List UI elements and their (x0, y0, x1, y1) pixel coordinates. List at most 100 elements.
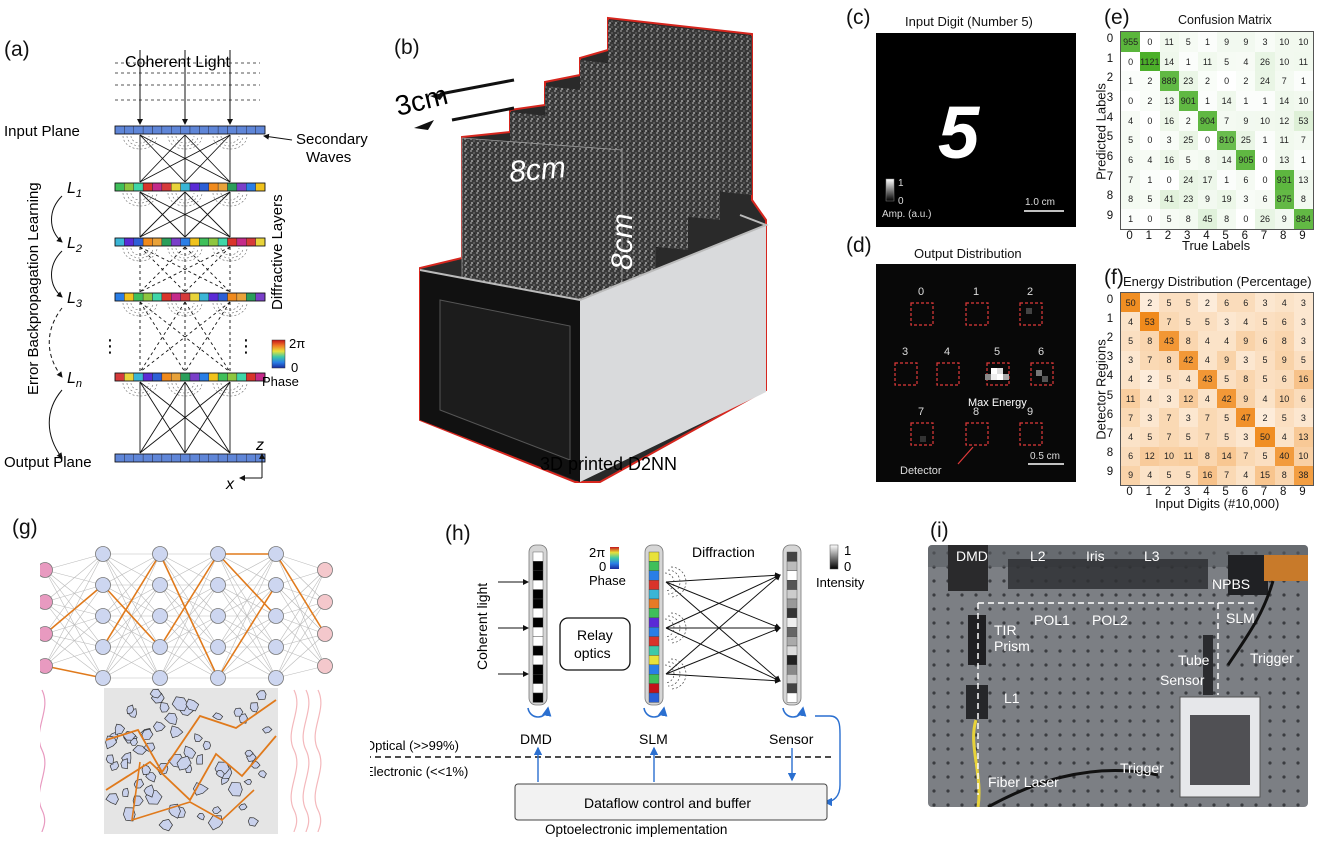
ellipsis-right: ⋮ (237, 336, 255, 356)
heatmap-cell: 25 (1178, 130, 1198, 151)
heatmap-cell: 0 (1121, 91, 1141, 111)
panel-a-diagram: Coherent Light Input Plane Output Plane … (0, 40, 380, 493)
y-tick-label: 3 (1106, 91, 1114, 104)
network-neuron (268, 546, 284, 562)
heatmap-cell: 1 (1255, 91, 1275, 111)
y-tick-label: 9 (1106, 466, 1114, 479)
phase-bottom-h: 0 (599, 559, 606, 574)
amplitude-scale-bar (886, 179, 894, 201)
network-neuron (37, 626, 53, 642)
scatterer (257, 770, 267, 779)
layer-pixel (142, 453, 153, 463)
heatmap-cell: 0 (1140, 209, 1160, 229)
heatmap-cell: 4 (1140, 389, 1160, 409)
heatmap-cell: 2 (1197, 71, 1218, 92)
network-neuron (268, 608, 284, 624)
network-neuron (95, 670, 111, 686)
setup-label: NPBS (1212, 576, 1250, 592)
heatmap-cell: 23 (1178, 71, 1198, 92)
input-digit-glyph: 5 (938, 91, 981, 174)
diffraction-ray (139, 191, 186, 238)
diffraction-ray (139, 381, 186, 454)
heatmap-cell: 9 (1121, 465, 1141, 485)
layer-pixel (246, 237, 256, 247)
heatmap-cell: 1 (1197, 91, 1218, 111)
scatterer (176, 755, 192, 771)
scatterer (249, 702, 259, 713)
amp-scale-top: 1 (898, 178, 904, 189)
max-energy-label: Max Energy (968, 397, 1027, 409)
x-tick-label: 2 (1164, 486, 1172, 498)
network-neuron (152, 639, 168, 655)
scatterer (233, 707, 244, 717)
energy-distribution-grid: 50 2 5 5 2 6 6 3 4 3 4 53 7 5 5 3 4 5 6 3 5 8 43 8 4 4 9 6 8 3 3 7 8 42 4 9… (1120, 292, 1314, 486)
heatmap-cell: 6 (1217, 293, 1237, 313)
network-neuron (152, 670, 168, 686)
heatmap-cell: 875 (1274, 189, 1294, 210)
heatmap-cell: 3 (1293, 331, 1313, 351)
layer-pixel (114, 125, 125, 135)
layer-pixel (255, 237, 266, 247)
detector-number: 3 (902, 346, 908, 358)
scatterer (126, 704, 135, 715)
heatmap-cell: 5 (1140, 189, 1160, 210)
heatmap-cell: 12 (1178, 389, 1198, 409)
y-tick-label: 6 (1106, 151, 1114, 164)
layer-pixel (133, 372, 144, 382)
layer-pixel (152, 453, 163, 463)
d2nn-photo-illustration: 3cm 8cm 8cm 3D printed D2NN (392, 16, 769, 483)
energy-pixel (1042, 376, 1048, 382)
layer-pixel (255, 292, 266, 302)
heatmap-cell: 2 (1255, 408, 1275, 428)
energy-pixel (1036, 370, 1042, 376)
heatmap-cell: 4 (1121, 312, 1141, 332)
layer-pixel (189, 182, 200, 192)
layer-pixel (208, 182, 219, 192)
x-tick-label: 9 (1299, 230, 1306, 242)
ellipsis-left: ⋮ (101, 336, 119, 356)
amp-scale-bottom: 0 (898, 196, 904, 207)
heatmap-cell: 4 (1197, 389, 1217, 409)
relay-optics-box (559, 617, 631, 671)
heatmap-cell: 50 (1121, 293, 1141, 313)
energy-pixel (997, 368, 1003, 374)
heatmap-cell: 15 (1255, 465, 1275, 485)
layer-pixel (114, 292, 125, 302)
panel-b-caption: 3D printed D2NN (540, 454, 677, 474)
layer-pixel (227, 292, 238, 302)
heatmap-cell: 6 (1274, 312, 1294, 332)
scatterer (105, 754, 114, 765)
scatterer (152, 721, 166, 732)
heatmap-cell: 13 (1159, 91, 1179, 111)
intensity-label: Intensity (816, 575, 865, 590)
heatmap-cell: 7 (1121, 169, 1141, 190)
heatmap-cell: 14 (1217, 150, 1237, 170)
amp-scale-label: Amp. (a.u.) (882, 209, 931, 220)
heatmap-cell: 810 (1217, 130, 1237, 151)
setup-label: Fiber Laser (988, 774, 1059, 790)
heatmap-cell: 3 (1236, 189, 1256, 210)
heatmap-cell: 8 (1178, 209, 1198, 229)
heatmap-cell: 4 (1121, 427, 1141, 447)
layer-pixel (133, 453, 144, 463)
intensity-top: 1 (844, 543, 851, 558)
panel-d-title: Output Distribution (914, 246, 1022, 261)
heatmap-cell: 26 (1255, 51, 1275, 72)
heatmap-cell: 7 (1293, 130, 1313, 151)
heatmap-cell: 0 (1159, 169, 1179, 190)
heatmap-cell: 5 (1178, 427, 1198, 447)
phase-colorbar-h (610, 547, 619, 569)
layer-pixel (217, 182, 228, 192)
heatmap-cell: 8 (1274, 331, 1294, 351)
scatterer (143, 784, 155, 798)
heatmap-cell: 7 (1197, 427, 1217, 447)
diffraction-ray-h (665, 581, 781, 629)
heatmap-cell: 8 (1293, 189, 1313, 210)
heatmap-cell: 8 (1121, 189, 1141, 210)
heatmap-cell: 14 (1274, 91, 1294, 111)
layer-pixel (114, 237, 125, 247)
x-tick-label: 9 (1299, 486, 1306, 498)
network-neuron (95, 608, 111, 624)
scatterer (159, 702, 170, 713)
heatmap-cell: 13 (1293, 169, 1313, 190)
